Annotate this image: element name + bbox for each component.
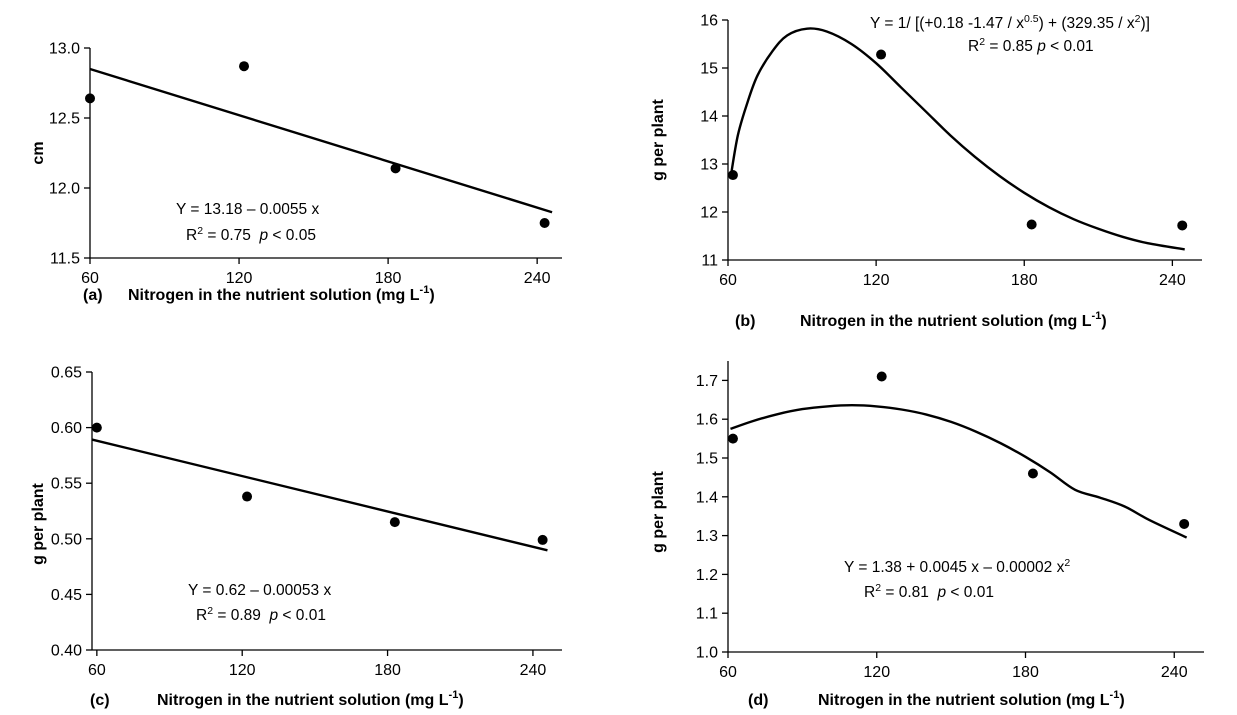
data-point bbox=[537, 534, 548, 545]
fit-equation: Y = 0.62 – 0.00053 x bbox=[188, 582, 331, 599]
y-tick-label: 0.65 bbox=[51, 365, 82, 382]
data-point bbox=[876, 49, 887, 60]
x-tick-label: 240 bbox=[520, 662, 547, 679]
data-point bbox=[1179, 518, 1190, 529]
y-tick-label: 13.0 bbox=[49, 41, 80, 58]
y-tick-label: 0.50 bbox=[51, 531, 82, 548]
regression-curve bbox=[730, 404, 1188, 539]
x-tick-label: 240 bbox=[1161, 664, 1188, 681]
data-point bbox=[876, 371, 887, 382]
y-tick-label: 16 bbox=[700, 13, 718, 30]
y-axis-ticks: 11 12 13 14 15 16 bbox=[700, 13, 728, 270]
x-tick-label: 180 bbox=[1011, 272, 1038, 289]
data-point bbox=[539, 218, 550, 228]
data-point bbox=[1027, 468, 1038, 479]
y-tick-label: 0.60 bbox=[51, 420, 82, 437]
fit-equation: Y = 1/ [(+0.18 -1.47 / x0.5) + (329.35 /… bbox=[870, 13, 1150, 32]
y-tick-label: 1.0 bbox=[696, 645, 718, 662]
x-axis-ticks: 60 120 180 240 bbox=[719, 260, 1186, 289]
x-axis-title: Nitrogen in the nutrient solution (mg L-… bbox=[800, 310, 1107, 330]
x-axis-title: Nitrogen in the nutrient solution (mg L-… bbox=[157, 689, 464, 709]
y-tick-label: 12.0 bbox=[49, 181, 80, 198]
x-tick-label: 180 bbox=[1012, 664, 1039, 681]
fit-statistics: R2 = 0.85 p < 0.01 bbox=[968, 36, 1094, 55]
x-tick-label: 60 bbox=[81, 270, 99, 287]
panel-label: (a) bbox=[83, 287, 103, 304]
fit-statistics: R2 = 0.89 p < 0.01 bbox=[196, 605, 326, 624]
panel-label: (c) bbox=[90, 692, 110, 709]
fit-equation: Y = 13.18 – 0.0055 x bbox=[176, 201, 319, 218]
y-axis-ticks: 0.40 0.45 0.50 0.55 0.60 0.65 bbox=[51, 365, 92, 660]
y-tick-label: 12.5 bbox=[49, 111, 80, 128]
data-point bbox=[1177, 220, 1188, 231]
y-tick-label: 1.6 bbox=[696, 412, 718, 429]
data-points bbox=[727, 49, 1188, 231]
y-tick-label: 1.2 bbox=[696, 567, 718, 584]
x-tick-label: 120 bbox=[863, 664, 890, 681]
regression-curve bbox=[729, 27, 1185, 251]
panel-label: (d) bbox=[748, 692, 768, 709]
x-axis-ticks: 60 120 180 240 bbox=[88, 650, 546, 679]
x-axis-title: Nitrogen in the nutrient solution (mg L-… bbox=[128, 284, 435, 304]
y-tick-label: 0.55 bbox=[51, 476, 82, 493]
y-axis-ticks: 11.5 12.0 12.5 13.0 bbox=[49, 41, 90, 268]
x-tick-label: 60 bbox=[719, 272, 737, 289]
data-point bbox=[239, 61, 250, 72]
data-point bbox=[242, 491, 253, 502]
y-tick-label: 1.7 bbox=[696, 373, 718, 390]
fit-equation: Y = 1.38 + 0.0045 x – 0.00002 x2 bbox=[844, 557, 1070, 576]
x-axis-ticks: 60 120 180 240 bbox=[81, 258, 551, 287]
regression-line bbox=[91, 438, 548, 552]
y-tick-label: 15 bbox=[700, 61, 718, 78]
y-tick-label: 12 bbox=[700, 205, 718, 222]
data-points bbox=[85, 61, 550, 228]
chart-panel-b: 11 12 13 14 15 16 60 120 180 240 g per plant Nit… bbox=[650, 13, 1202, 330]
y-tick-label: 1.3 bbox=[696, 528, 718, 545]
data-points bbox=[91, 422, 548, 545]
y-tick-label: 0.45 bbox=[51, 587, 82, 604]
y-tick-label: 11 bbox=[701, 253, 718, 270]
y-axis-title: g per plant bbox=[650, 98, 667, 180]
x-tick-label: 180 bbox=[375, 270, 402, 287]
x-axis-ticks: 60 120 180 240 bbox=[719, 652, 1188, 681]
y-tick-label: 1.5 bbox=[696, 451, 718, 468]
panel-label: (b) bbox=[735, 313, 755, 330]
y-tick-label: 11.5 bbox=[50, 251, 80, 268]
y-tick-label: 0.40 bbox=[51, 643, 82, 660]
x-tick-label: 180 bbox=[374, 662, 401, 679]
x-tick-label: 60 bbox=[719, 664, 737, 681]
regression-line bbox=[89, 67, 553, 214]
chart-panel-d: 1.0 1.1 1.2 1.3 1.4 1.5 1.6 1.7 60 120 180 240 g p… bbox=[650, 361, 1204, 709]
x-tick-label: 60 bbox=[88, 662, 106, 679]
data-point bbox=[389, 517, 400, 528]
data-point bbox=[1026, 219, 1037, 230]
x-tick-label: 120 bbox=[229, 662, 256, 679]
chart-panel-c: 0.40 0.45 0.50 0.55 0.60 0.65 60 120 180 240 g p… bbox=[30, 365, 562, 709]
x-tick-label: 240 bbox=[524, 270, 551, 287]
x-axis-title: Nitrogen in the nutrient solution (mg L-… bbox=[818, 689, 1125, 709]
data-point bbox=[727, 433, 738, 444]
fit-statistics: R2 = 0.75 p < 0.05 bbox=[186, 225, 316, 244]
y-tick-label: 14 bbox=[700, 109, 718, 126]
chart-panel-a: 11.5 12.0 12.5 13.0 60 120 180 240 cm Nitrogen… bbox=[30, 41, 562, 304]
y-axis-title: g per plant bbox=[650, 470, 667, 552]
y-tick-label: 13 bbox=[700, 157, 718, 174]
data-point bbox=[390, 163, 401, 174]
data-points bbox=[727, 371, 1190, 529]
x-tick-label: 120 bbox=[863, 272, 890, 289]
y-tick-label: 1.4 bbox=[696, 489, 718, 506]
y-tick-label: 1.1 bbox=[696, 606, 718, 623]
x-tick-label: 240 bbox=[1159, 272, 1186, 289]
data-point bbox=[85, 93, 95, 104]
y-axis-title: cm bbox=[30, 141, 47, 164]
y-axis-title: g per plant bbox=[30, 482, 47, 564]
data-point bbox=[727, 170, 738, 181]
fit-statistics: R2 = 0.81 p < 0.01 bbox=[864, 582, 994, 601]
data-point bbox=[91, 422, 102, 433]
x-tick-label: 120 bbox=[226, 270, 253, 287]
y-axis-ticks: 1.0 1.1 1.2 1.3 1.4 1.5 1.6 1.7 bbox=[696, 373, 728, 662]
